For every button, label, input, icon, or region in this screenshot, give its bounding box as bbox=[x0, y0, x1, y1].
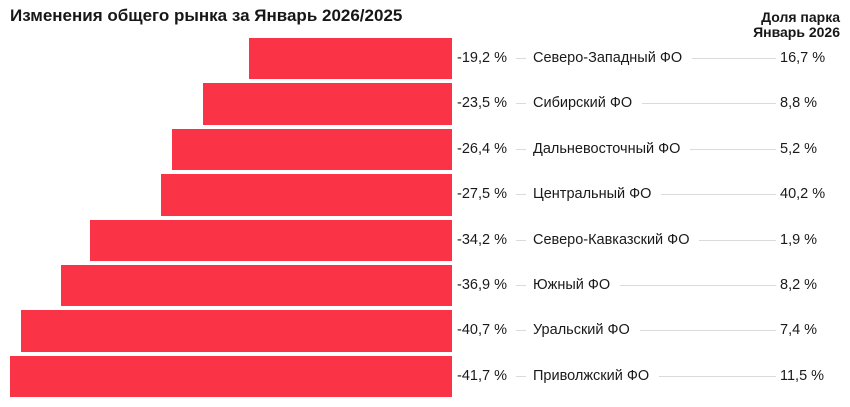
chart-row: -27,5 % Центральный ФО 40,2 % bbox=[0, 174, 850, 219]
bar bbox=[172, 128, 452, 171]
share-column-header: Доля парка Январь 2026 bbox=[753, 10, 840, 40]
change-value-label: -40,7 % bbox=[452, 321, 516, 340]
region-label: Приволжский ФО bbox=[526, 366, 660, 385]
share-value-label: 5,2 % bbox=[776, 139, 818, 158]
region-label: Уральский ФО bbox=[526, 321, 640, 340]
bar bbox=[202, 83, 452, 125]
change-value-label: -23,5 % bbox=[452, 94, 516, 113]
region-label: Северо-Западный ФО bbox=[526, 49, 693, 67]
change-value-label: -34,2 % bbox=[452, 230, 516, 249]
chart-row: -34,2 % Северо-Кавказский ФО 1,9 % bbox=[0, 219, 850, 265]
change-value-label: -27,5 % bbox=[452, 185, 516, 204]
bar bbox=[160, 174, 452, 216]
share-value-label: 16,7 % bbox=[776, 49, 826, 67]
bars-area: -19,2 % Северо-Западный ФО 16,7 % -23,5 … bbox=[0, 38, 850, 401]
change-value-label: -19,2 % bbox=[452, 49, 516, 67]
share-value-label: 8,2 % bbox=[776, 275, 818, 294]
bar bbox=[60, 264, 452, 307]
share-value-label: 40,2 % bbox=[776, 185, 826, 204]
share-header-line2: Январь 2026 bbox=[753, 24, 840, 40]
chart-row: -26,4 % Дальневосточный ФО 5,2 % bbox=[0, 128, 850, 174]
bar bbox=[248, 38, 452, 80]
region-label: Центральный ФО bbox=[526, 185, 662, 204]
bar bbox=[10, 355, 452, 397]
region-label: Дальневосточный ФО bbox=[526, 139, 691, 158]
chart-row: -23,5 % Сибирский ФО 8,8 % bbox=[0, 83, 850, 128]
share-value-label: 8,8 % bbox=[776, 94, 818, 113]
region-label: Южный ФО bbox=[526, 275, 621, 294]
region-label: Сибирский ФО bbox=[526, 94, 643, 113]
change-value-label: -41,7 % bbox=[452, 366, 516, 385]
chart-title: Изменения общего рынка за Январь 2026/20… bbox=[10, 6, 403, 25]
chart-row: -40,7 % Уральский ФО 7,4 % bbox=[0, 310, 850, 355]
bar bbox=[20, 310, 452, 352]
change-value-label: -26,4 % bbox=[452, 139, 516, 158]
change-value-label: -36,9 % bbox=[452, 275, 516, 294]
chart-row: -19,2 % Северо-Западный ФО 16,7 % bbox=[0, 38, 850, 83]
chart-row: -36,9 % Южный ФО 8,2 % bbox=[0, 264, 850, 310]
chart-row: -41,7 % Приволжский ФО 11,5 % bbox=[0, 355, 850, 401]
share-value-label: 1,9 % bbox=[776, 230, 818, 249]
share-header-line1: Доля парка bbox=[761, 9, 840, 25]
region-label: Северо-Кавказский ФО bbox=[526, 230, 700, 249]
share-value-label: 7,4 % bbox=[776, 321, 818, 340]
share-value-label: 11,5 % bbox=[776, 366, 825, 385]
bar bbox=[89, 219, 452, 261]
